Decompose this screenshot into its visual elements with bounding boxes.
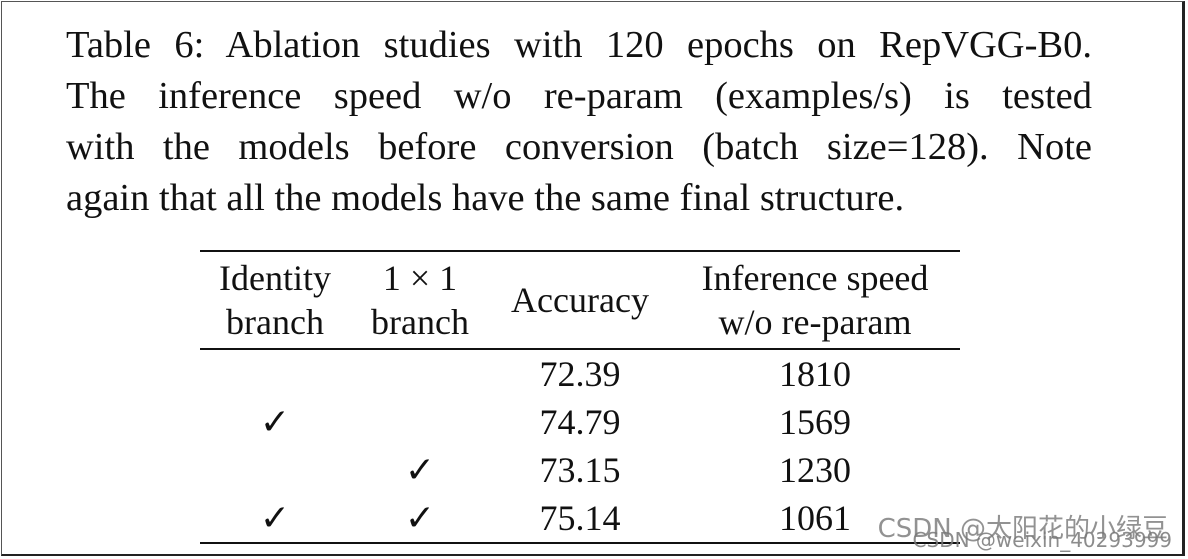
- cell-1x1: ✓: [404, 498, 436, 538]
- table-row: ✓ 73.15 1230: [200, 446, 960, 494]
- header-inference-speed: Inference speed: [701, 258, 929, 298]
- header-1x1-branch: 1 × 1: [382, 258, 458, 298]
- cell-inference: 1230: [779, 450, 851, 490]
- cell-inference: 1569: [779, 402, 851, 442]
- table-caption: Table 6: Ablation studies with 120 epoch…: [66, 20, 1092, 224]
- table-body: 72.39 1810 ✓ 74.79 1569 ✓ 73.15 1230 ✓ ✓…: [200, 349, 960, 543]
- header-1x1-branch-sub: branch: [371, 302, 469, 342]
- cell-identity: [200, 349, 350, 398]
- cell-accuracy: 73.15: [539, 450, 621, 490]
- cell-identity: [200, 446, 350, 494]
- caption-line: again that all the models have the same …: [66, 177, 905, 219]
- table-row: ✓ ✓ 75.14 1061: [200, 494, 960, 543]
- ablation-table: Identity 1 × 1 Accuracy Inference speed …: [200, 250, 960, 544]
- header-identity-branch-sub: branch: [226, 302, 324, 342]
- watermark-line-2: CSDN @weixin_40293999: [912, 528, 1172, 552]
- watermark-line-1: CSDN @太阳花的小绿豆: [877, 514, 1168, 544]
- cell-1x1: [350, 398, 490, 446]
- table-header: Identity 1 × 1 Accuracy Inference speed …: [200, 251, 960, 349]
- table-row: 72.39 1810: [200, 349, 960, 398]
- caption-line: with the models before conversion (batch…: [66, 126, 1092, 168]
- cell-accuracy: 72.39: [539, 354, 621, 394]
- header-identity-branch: Identity: [219, 258, 331, 298]
- cell-inference: 1810: [779, 354, 851, 394]
- header-inference-speed-sub: w/o re-param: [718, 302, 912, 342]
- cell-accuracy-best: 75.14: [539, 498, 621, 538]
- cell-identity: ✓: [259, 402, 291, 442]
- cell-accuracy: 74.79: [539, 402, 621, 442]
- table-row: ✓ 74.79 1569: [200, 398, 960, 446]
- caption-line: Table 6: Ablation studies with 120 epoch…: [66, 24, 1092, 66]
- cell-1x1: ✓: [404, 450, 436, 490]
- caption-line: The inference speed w/o re-param (exampl…: [66, 75, 1092, 117]
- cell-identity: ✓: [259, 498, 291, 538]
- cell-1x1: [350, 349, 490, 398]
- header-accuracy: Accuracy: [511, 280, 649, 320]
- cell-inference: 1061: [779, 498, 851, 538]
